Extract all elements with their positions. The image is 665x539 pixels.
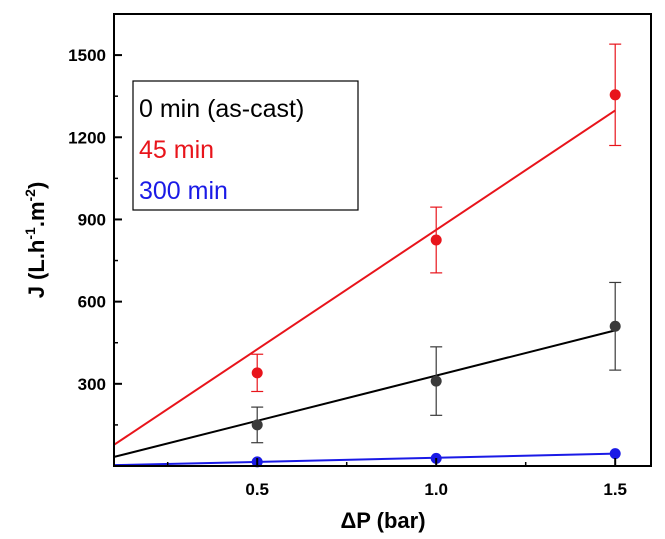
data-point [609, 448, 621, 460]
x-tick-label: 1.5 [603, 480, 627, 499]
x-tick-label: 0.5 [245, 480, 269, 499]
fit-line [114, 329, 616, 458]
fit-line [114, 109, 616, 446]
data-point [430, 234, 442, 246]
data-point [251, 419, 263, 431]
data-point [430, 375, 442, 387]
y-axis-title: J (L.h-1.m-2) [22, 182, 49, 299]
y-tick-label: 600 [78, 293, 106, 312]
legend-entry-0: 0 min (as-cast) [139, 95, 304, 123]
data-point [609, 89, 621, 101]
legend-entry-1: 45 min [139, 136, 214, 164]
y-tick-label: 1500 [68, 46, 106, 65]
y-axis-ticks: 300 600 900 1200 1500 [68, 46, 122, 426]
x-axis-ticks: 0.5 1.0 1.5 [166, 458, 627, 499]
plot-frame [113, 13, 652, 467]
fit-lines [114, 109, 616, 466]
fit-line [114, 452, 616, 466]
legend-entry-2: 300 min [139, 177, 228, 205]
data-point [609, 320, 621, 332]
y-tick-label: 300 [78, 375, 106, 394]
data-points [251, 89, 621, 468]
legend-box [132, 80, 359, 211]
y-tick-label: 1200 [68, 128, 106, 147]
data-point [251, 367, 263, 379]
y-tick-label: 900 [78, 210, 106, 229]
legend: 0 min (as-cast) 45 min 300 min [132, 80, 359, 211]
x-tick-label: 1.0 [424, 480, 448, 499]
x-axis-title: ΔP (bar) [340, 508, 425, 533]
